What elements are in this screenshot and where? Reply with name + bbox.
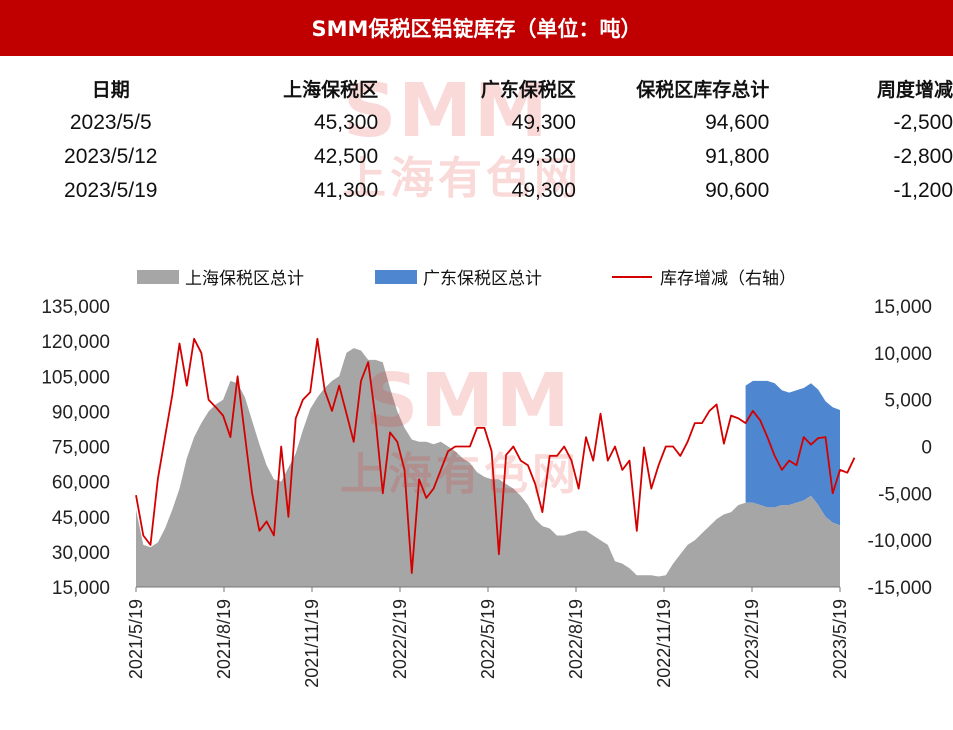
cell-total: 90,600: [705, 179, 770, 202]
cell-change: -1,200: [893, 179, 953, 202]
inventory-table: 日期 上海保税区 广东保税区 保税区库存总计 周度增减 2023/5/5 45,…: [0, 70, 953, 208]
legend-label-shanghai: 上海保税区总计: [185, 269, 304, 289]
chart-legend: 上海保税区总计 广东保税区总计 库存增减（右轴）: [0, 264, 953, 289]
x-axis-tick-label: 2021/11/19: [302, 599, 322, 688]
table-row: 2023/5/19 41,300 49,300 90,600 -1,200: [0, 174, 953, 208]
right-axis-tick-label: -15,000: [868, 578, 932, 599]
cell-shanghai: 45,300: [313, 111, 379, 134]
left-axis-tick-label: 75,000: [52, 438, 110, 459]
right-axis-tick-label: 5,000: [884, 391, 932, 412]
left-axis-tick-label: 45,000: [52, 508, 110, 529]
left-axis-tick-label: 105,000: [41, 367, 110, 388]
weekly-change-line: [135, 337, 856, 574]
left-axis-tick-label: 15,000: [52, 578, 110, 599]
cell-date: 2023/5/19: [64, 179, 158, 202]
legend-item-guangdong: 广东保税区总计: [375, 264, 542, 289]
legend-label-guangdong: 广东保税区总计: [423, 269, 542, 289]
cell-shanghai: 41,300: [313, 179, 379, 202]
legend-label-change: 库存增减（右轴）: [660, 269, 796, 289]
cell-total: 91,800: [705, 145, 770, 168]
header-total: 保税区库存总计: [636, 78, 770, 101]
x-axis-tick-label: 2022/11/19: [654, 599, 674, 688]
right-axis-tick-label: -5,000: [878, 484, 932, 505]
legend-item-shanghai: 上海保税区总计: [137, 264, 304, 289]
left-axis-tick-label: 120,000: [41, 332, 110, 353]
x-axis-tick-label: 2021/8/19: [214, 599, 234, 679]
legend-swatch-change: [612, 275, 652, 278]
table-row: 2023/5/5 45,300 49,300 94,600 -2,500: [0, 106, 953, 140]
left-axis-tick-label: 30,000: [52, 543, 110, 564]
cell-total: 94,600: [705, 111, 770, 134]
right-axis-tick-label: 15,000: [874, 297, 932, 318]
header-date: 日期: [91, 78, 130, 101]
header-weekly-change: 周度增减: [876, 78, 953, 101]
x-axis-tick-label: 2022/2/19: [390, 599, 410, 679]
cell-date: 2023/5/12: [64, 145, 158, 168]
cell-date: 2023/5/5: [69, 111, 152, 134]
table-row: 2023/5/12 42,500 49,300 91,800 -2,800: [0, 140, 953, 174]
legend-swatch-shanghai: [137, 269, 179, 284]
chart-title: SMM保税区铝锭库存（单位：吨）: [0, 0, 953, 56]
header-guangdong: 广东保税区: [480, 78, 576, 101]
guangdong-area: [745, 380, 840, 526]
cell-guangdong: 49,300: [511, 111, 576, 134]
cell-change: -2,800: [893, 145, 953, 168]
x-axis-tick-label: 2021/5/19: [126, 599, 146, 679]
right-axis-tick-label: 0: [921, 438, 932, 459]
cell-guangdong: 49,300: [511, 179, 576, 202]
x-axis-tick-label: 2023/2/19: [742, 599, 762, 679]
right-axis-tick-label: -10,000: [868, 531, 932, 552]
left-axis-tick-label: 90,000: [52, 402, 110, 423]
legend-swatch-guangdong: [375, 269, 417, 284]
cell-shanghai: 42,500: [313, 145, 379, 168]
x-axis-tick-label: 2023/5/19: [830, 599, 850, 679]
inventory-chart: 135,000 120,000 105,000 90,000 75,000 60,000 4…: [41, 297, 932, 688]
cell-guangdong: 49,300: [511, 145, 576, 168]
x-axis-tick-label: 2022/5/19: [478, 599, 498, 679]
left-axis-tick-label: 60,000: [52, 473, 110, 494]
left-axis-tick-label: 135,000: [41, 297, 110, 318]
right-axis-tick-label: 10,000: [874, 344, 932, 365]
x-axis-tick-label: 2022/8/19: [566, 599, 586, 679]
shanghai-area: [136, 348, 840, 587]
table-header-row: 日期 上海保税区 广东保税区 保税区库存总计 周度增减: [0, 70, 953, 106]
cell-change: -2,500: [893, 111, 953, 134]
header-shanghai: 上海保税区: [283, 78, 379, 101]
legend-item-change: 库存增减（右轴）: [612, 264, 796, 289]
